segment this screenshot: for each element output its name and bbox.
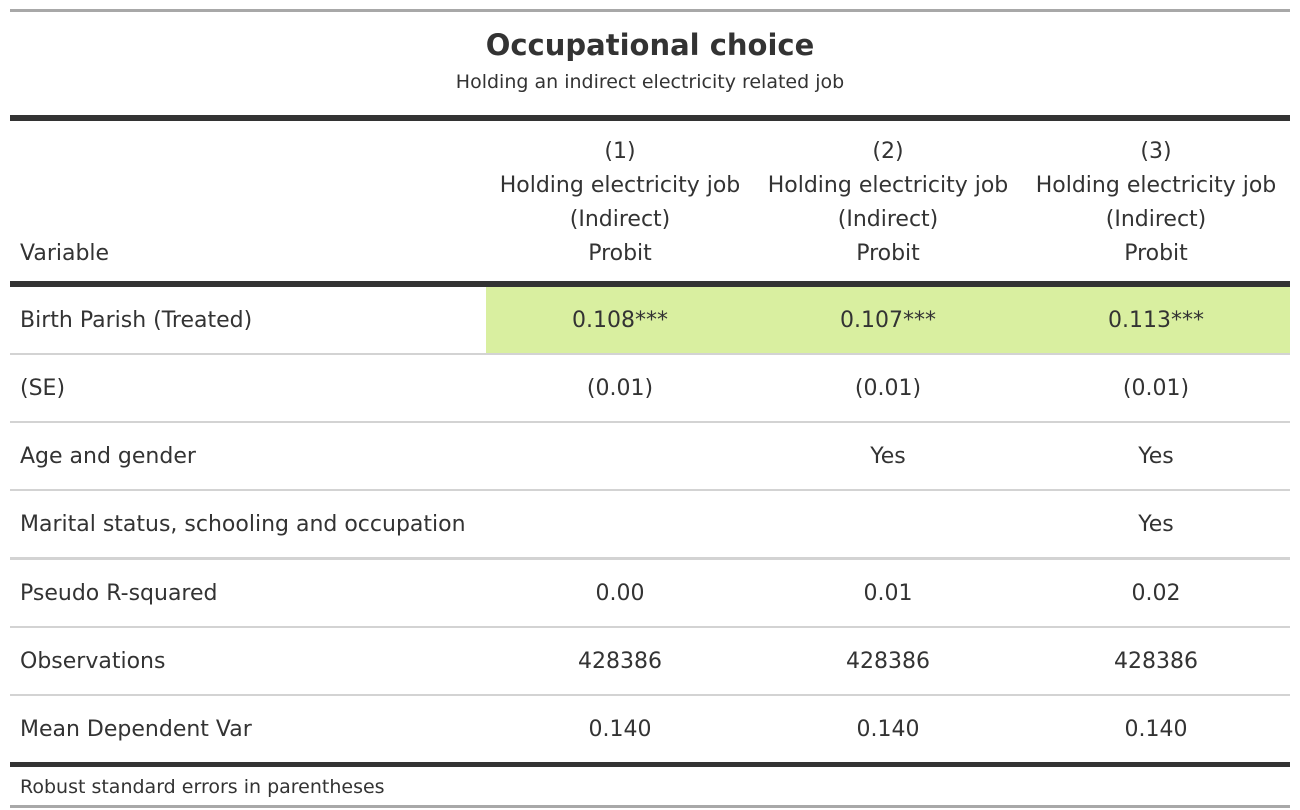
table-cell: 0.02 (1022, 558, 1290, 628)
table-cell (486, 490, 754, 560)
table-cell-highlighted: 0.113*** (1022, 284, 1290, 355)
table-cell (754, 490, 1022, 560)
table-row-age-gender: Age and gender Yes Yes (10, 422, 1290, 491)
table-cell-highlighted: 0.108*** (486, 284, 754, 355)
table-cell: 0.01 (754, 558, 1022, 628)
regression-table: Occupational choice Holding an indirect … (10, 9, 1290, 808)
variable-header: Variable (20, 241, 110, 266)
column-dependent: Holding electricity job (767, 173, 1009, 198)
table-heading: Occupational choice Holding an indirect … (10, 12, 1290, 115)
table-cell: Yes (1022, 422, 1290, 491)
column-dependent: Holding electricity job (499, 173, 741, 198)
table-cell: (0.01) (754, 354, 1022, 423)
table-row-birth-parish: Birth Parish (Treated) 0.108*** 0.107***… (10, 284, 1290, 355)
column-header-row: Variable (1) Holding electricity job (In… (10, 118, 1290, 284)
column-dependent: Holding electricity job (1035, 173, 1277, 198)
table-cell: (0.01) (1022, 354, 1290, 423)
column-type: (Indirect) (569, 207, 671, 232)
table-cell: 0.00 (486, 558, 754, 628)
row-label: Birth Parish (Treated) (10, 284, 486, 355)
row-label: Marital status, schooling and occupation (10, 490, 486, 560)
table-cell: Yes (1022, 490, 1290, 560)
column-model: Probit (1124, 241, 1188, 266)
row-label: (SE) (10, 354, 486, 423)
row-label: Pseudo R-squared (10, 558, 486, 628)
table-cell (486, 422, 754, 491)
table-title: Occupational choice (485, 28, 815, 62)
column-number: (2) (872, 139, 904, 164)
column-header-3: (3) Holding electricity job (Indirect) P… (1022, 118, 1290, 284)
table-row-mean-dep-var: Mean Dependent Var 0.140 0.140 0.140 (10, 695, 1290, 767)
table-row-pseudo-r2: Pseudo R-squared 0.00 0.01 0.02 (10, 558, 1290, 628)
table-row-se: (SE) (0.01) (0.01) (0.01) (10, 354, 1290, 423)
results-table: Variable (1) Holding electricity job (In… (10, 115, 1290, 767)
table-cell: Yes (754, 422, 1022, 491)
table-cell: 0.140 (1022, 695, 1290, 767)
column-header-1: (1) Holding electricity job (Indirect) P… (486, 118, 754, 284)
table-cell: 428386 (754, 627, 1022, 696)
row-label: Mean Dependent Var (10, 695, 486, 767)
table-cell: (0.01) (486, 354, 754, 423)
column-model: Probit (588, 241, 652, 266)
table-row-observations: Observations 428386 428386 428386 (10, 627, 1290, 696)
column-number: (1) (604, 139, 636, 164)
column-header-2: (2) Holding electricity job (Indirect) P… (754, 118, 1022, 284)
table-cell: 428386 (486, 627, 754, 696)
column-number: (3) (1140, 139, 1172, 164)
row-label: Observations (10, 627, 486, 696)
column-type: (Indirect) (1105, 207, 1207, 232)
column-type: (Indirect) (837, 207, 939, 232)
table-cell-highlighted: 0.107*** (754, 284, 1022, 355)
table-row-marital-status: Marital status, schooling and occupation… (10, 490, 1290, 560)
table-cell: 0.140 (486, 695, 754, 767)
table-footnote: Robust standard errors in parentheses (10, 767, 1290, 808)
table-cell: 0.140 (754, 695, 1022, 767)
column-model: Probit (856, 241, 920, 266)
row-label: Age and gender (10, 422, 486, 491)
table-cell: 428386 (1022, 627, 1290, 696)
table-subtitle: Holding an indirect electricity related … (455, 71, 845, 93)
